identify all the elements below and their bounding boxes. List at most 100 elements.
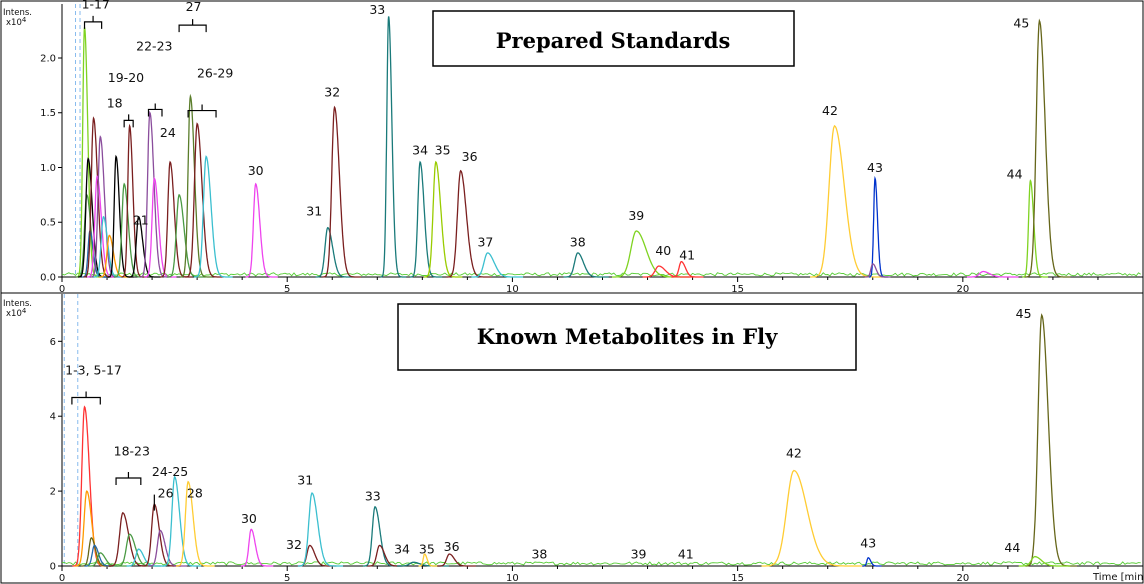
peak-trace [864,263,891,278]
bracket [83,15,103,29]
peak-label: 34 [412,142,428,157]
peak-label: 35 [435,142,451,157]
baseline-trace [62,561,1141,566]
bracket [147,103,163,117]
peak-label: 44 [1007,166,1023,181]
x-tick-label: 15 [731,284,744,295]
y-tick-label: 6 [50,337,56,348]
x-tick-label: 20 [956,284,969,295]
peak-trace [418,553,438,567]
yunit-text: x104 [6,307,27,319]
peak-trace [180,93,213,278]
peak-trace [810,124,888,278]
traces-group [62,313,1141,567]
peak-label: 31 [306,204,322,219]
peak-trace [671,261,704,278]
bracket [187,104,217,118]
bracket [123,114,134,128]
yunit-text: x104 [6,16,27,28]
panel-title: Prepared Standards [496,28,731,53]
peak-trace [121,123,148,278]
peak-label: 45 [1013,15,1029,30]
peak-trace [761,469,865,567]
bracket [178,19,207,33]
peak-label: 26 [158,485,174,500]
x-tick-label: 0 [59,573,65,584]
peak-label: 31 [297,472,313,487]
peak-trace [176,480,215,567]
peak-trace [241,528,274,567]
peak-trace [162,475,202,567]
bracket [115,472,142,485]
peak-label: 36 [444,539,460,554]
peak-trace [148,529,187,567]
peak-trace [423,160,463,278]
peak-label: 24-25 [152,464,188,479]
panel-known-metabolites: Intens. x104 0 2 4 6 0 5 10 15 20 1-3, 5-17 18-23… [0,292,1144,584]
peak-label: 24 [160,125,176,140]
peak-label: 38 [570,234,586,249]
peak-trace [642,265,695,278]
peak-label: 42 [822,103,838,118]
peak-label: 21 [133,212,149,227]
peak-label: 38 [531,547,547,562]
annotations-group: 1-17 27 33 19-20 22-23 26-29 18 32 24 30 21 31 34 35 3… [82,0,1030,262]
x-tick-label: 10 [506,284,519,295]
baseline-trace [61,272,1141,277]
peak-trace [437,553,476,567]
peak-trace [245,182,278,278]
peak-trace [966,270,1019,278]
ylabel-text: Intens. [3,299,32,309]
peak-trace [297,492,343,567]
y-tick-label: 4 [50,412,56,423]
peak-label: 43 [867,160,883,175]
x-tick-label: 10 [506,573,519,584]
peak-label: 35 [419,542,435,557]
peak-label: 18-23 [114,444,150,459]
panel-title-box [432,10,795,67]
y-tick-label: 1.0 [40,163,56,174]
peak-trace [446,169,492,278]
peak-trace [185,122,224,278]
peak-trace [194,155,233,278]
x-tick-label: 15 [731,573,744,584]
peak-label: 1-3, 5-17 [65,362,122,377]
y-tick-label: 2.0 [40,53,56,64]
peak-label: 1-17 [82,0,110,12]
peak-label: 32 [324,84,340,99]
peak-trace [315,226,355,278]
peak-trace [471,252,524,278]
bracket [71,391,101,405]
peak-label: 18 [107,95,123,110]
peak-trace [144,176,177,278]
x-tick-label: 20 [956,573,969,584]
peak-label: 41 [679,247,695,262]
peak-trace [1025,18,1071,278]
peak-label: 19-20 [108,70,144,85]
panel-title-box [397,303,857,371]
peak-label: 22-23 [136,38,172,53]
peak-label: 28 [187,485,203,500]
peak-label: 44 [1004,540,1020,555]
x-tick-label: 5 [284,284,290,295]
peak-label: 42 [786,445,802,460]
peak-label: 34 [394,542,410,557]
peak-label: 39 [628,208,644,223]
peak-trace [93,215,126,278]
peak-trace [1018,555,1071,567]
peak-label: 37 [477,234,493,249]
peak-trace [563,252,609,278]
traces-group [61,16,1141,278]
y-tick-label: 0.0 [40,273,56,284]
peak-label: 45 [1016,306,1032,321]
panel-title: Known Metabolites in Fly [477,324,778,349]
peak-label: 32 [286,537,302,552]
y-tick-label: 2 [50,487,56,498]
panel-prepared-standards: Intens. x104 0.0 0.5 1.0 1.5 2.0 0 5 10 15 20 1-1… [0,0,1144,295]
peak-label: 26-29 [197,66,233,81]
peak-trace [99,234,132,278]
x-tick-label: 5 [284,573,290,584]
x-tick-label: 0 [59,284,65,295]
